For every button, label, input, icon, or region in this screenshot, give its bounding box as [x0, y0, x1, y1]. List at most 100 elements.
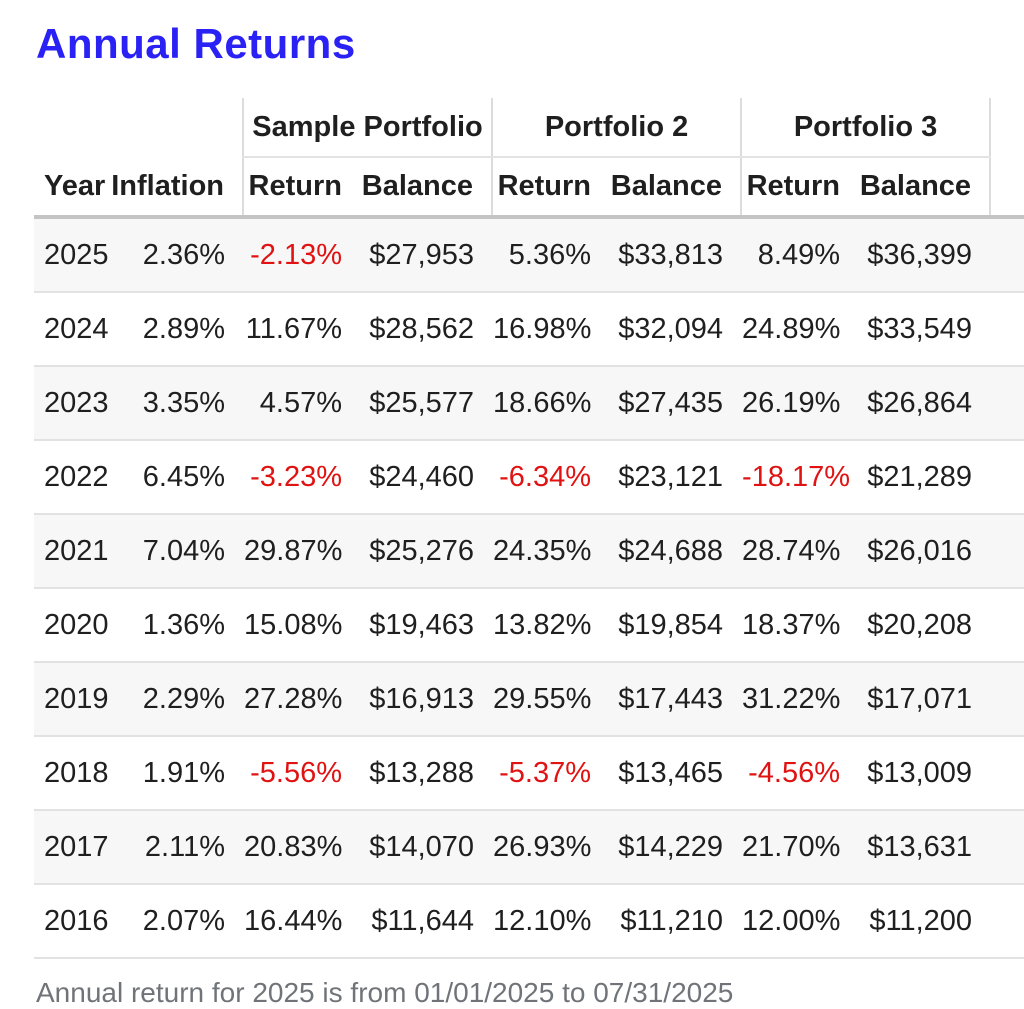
table-row: 2018 1.91% -5.56% $13,288 -5.37% $13,465…: [34, 736, 1024, 811]
table-row: 2023 3.35% 4.57% $25,577 18.66% $27,435 …: [34, 366, 1024, 441]
p3-return-cell: -18.17%: [742, 460, 851, 493]
p2-return-cell: 18.66%: [493, 386, 592, 419]
p2-balance-cell: $32,094: [618, 312, 724, 345]
inflation-cell: 2.07%: [142, 904, 225, 937]
column-header-spacer: [989, 157, 1024, 220]
group-header-portfolio-2: Portfolio 2: [491, 98, 742, 159]
corner-cell: [34, 98, 243, 158]
inflation-cell: 2.11%: [144, 830, 225, 863]
p1-return-cell: 15.08%: [244, 608, 343, 641]
column-header-p1-balance: Balance: [347, 157, 493, 220]
p3-balance-cell: $13,009: [867, 756, 973, 789]
p3-return-cell: -4.56%: [748, 756, 841, 789]
column-header-p2-return: Return: [491, 157, 597, 220]
p2-return-cell: 5.36%: [508, 238, 592, 271]
column-header-p2-balance: Balance: [596, 157, 742, 220]
p3-balance-cell: $17,071: [867, 682, 973, 715]
p2-return-cell: 29.55%: [493, 682, 592, 715]
p2-balance-cell: $19,854: [618, 608, 724, 641]
table-row: 2025 2.36% -2.13% $27,953 5.36% $33,813 …: [34, 217, 1024, 293]
inflation-cell: 2.89%: [142, 312, 225, 345]
year-cell: 2020: [44, 608, 109, 641]
spacer-cell: [990, 440, 1024, 514]
table-row: 2020 1.36% 15.08% $19,463 13.82% $19,854…: [34, 588, 1024, 663]
p1-return-cell: -5.56%: [250, 756, 342, 789]
spacer-cell: [990, 662, 1024, 736]
spacer-cell: [990, 514, 1024, 588]
p1-return-cell: -2.13%: [250, 238, 342, 271]
inflation-cell: 1.36%: [142, 608, 225, 641]
column-header-inflation: Inflation: [110, 157, 243, 220]
p1-balance-cell: $27,953: [369, 238, 475, 271]
p1-return-cell: 20.83%: [244, 830, 343, 863]
p1-balance-cell: $24,460: [369, 460, 475, 493]
table-row: 2021 7.04% 29.87% $25,276 24.35% $24,688…: [34, 514, 1024, 589]
p1-return-cell: 4.57%: [259, 386, 342, 419]
p3-balance-cell: $33,549: [867, 312, 973, 345]
spacer-cell: [990, 217, 1024, 292]
table-row: 2017 2.11% 20.83% $14,070 26.93% $14,229…: [34, 810, 1024, 885]
p3-return-cell: 8.49%: [757, 238, 841, 271]
p1-balance-cell: $25,276: [369, 534, 475, 567]
inflation-cell: 2.36%: [142, 238, 225, 271]
table-row: 2019 2.29% 27.28% $16,913 29.55% $17,443…: [34, 662, 1024, 737]
p2-balance-cell: $24,688: [618, 534, 724, 567]
header-spacer-cell: [989, 98, 1024, 158]
p3-return-cell: 24.89%: [742, 312, 841, 345]
p3-balance-cell: $26,864: [867, 386, 973, 419]
p2-balance-cell: $27,435: [618, 386, 724, 419]
p3-balance-cell: $21,289: [867, 460, 973, 493]
p2-balance-cell: $14,229: [618, 830, 724, 863]
p1-balance-cell: $16,913: [369, 682, 475, 715]
p1-return-cell: -3.23%: [250, 460, 342, 493]
table-row: 2022 6.45% -3.23% $24,460 -6.34% $23,121…: [34, 440, 1024, 515]
spacer-cell: [990, 810, 1024, 884]
p2-return-cell: -5.37%: [499, 756, 592, 789]
p3-balance-cell: $13,631: [867, 830, 973, 863]
inflation-cell: 2.29%: [142, 682, 225, 715]
table-body: 2025 2.36% -2.13% $27,953 5.36% $33,813 …: [34, 217, 1024, 959]
p1-balance-cell: $13,288: [369, 756, 475, 789]
year-cell: 2023: [44, 386, 109, 419]
p1-balance-cell: $25,577: [369, 386, 475, 419]
p3-return-cell: 12.00%: [742, 904, 841, 937]
p3-balance-cell: $20,208: [867, 608, 973, 641]
inflation-cell: 3.35%: [142, 386, 225, 419]
p2-return-cell: 16.98%: [493, 312, 592, 345]
p2-balance-cell: $23,121: [618, 460, 724, 493]
p3-return-cell: 26.19%: [742, 386, 841, 419]
column-header-row: Year Inflation Return Balance Return Bal…: [34, 157, 1024, 220]
p1-balance-cell: $28,562: [369, 312, 475, 345]
p1-return-cell: 27.28%: [244, 682, 343, 715]
p2-balance-cell: $13,465: [618, 756, 724, 789]
p2-return-cell: 24.35%: [493, 534, 592, 567]
spacer-cell: [990, 588, 1024, 662]
column-header-year: Year: [34, 157, 110, 220]
annual-returns-table: Sample Portfolio Portfolio 2 Portfolio 3…: [34, 98, 1024, 959]
year-cell: 2022: [44, 460, 109, 493]
year-cell: 2017: [44, 830, 109, 863]
p3-return-cell: 28.74%: [742, 534, 841, 567]
year-cell: 2024: [44, 312, 109, 345]
inflation-cell: 7.04%: [142, 534, 225, 567]
p3-return-cell: 31.22%: [742, 682, 841, 715]
year-cell: 2019: [44, 682, 109, 715]
p1-balance-cell: $14,070: [369, 830, 475, 863]
p3-return-cell: 18.37%: [742, 608, 841, 641]
footnote: Annual return for 2025 is from 01/01/202…: [36, 977, 734, 1009]
inflation-cell: 1.91%: [142, 756, 225, 789]
p3-balance-cell: $26,016: [867, 534, 973, 567]
p1-balance-cell: $11,644: [371, 904, 475, 937]
spacer-cell: [990, 884, 1024, 958]
p2-return-cell: 12.10%: [493, 904, 592, 937]
p2-balance-cell: $11,210: [620, 904, 724, 937]
p1-return-cell: 16.44%: [244, 904, 343, 937]
p1-return-cell: 29.87%: [244, 534, 343, 567]
table-row: 2016 2.07% 16.44% $11,644 12.10% $11,210…: [34, 884, 1024, 959]
p2-return-cell: 26.93%: [493, 830, 592, 863]
year-cell: 2018: [44, 756, 109, 789]
year-cell: 2016: [44, 904, 109, 937]
year-cell: 2025: [44, 238, 109, 271]
p1-return-cell: 11.67%: [245, 312, 342, 345]
